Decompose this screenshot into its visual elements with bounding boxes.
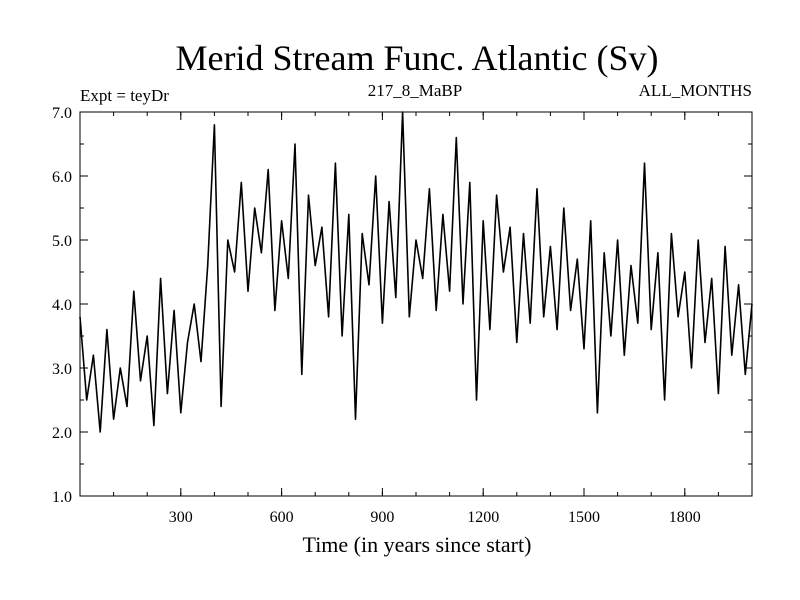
y-tick-label: 2.0 [52,425,72,442]
x-tick-label: 1500 [568,509,600,526]
y-tick-label: 5.0 [52,233,72,250]
x-axis: 300 600 900 1200 1500 1800 [113,112,719,526]
x-axis-label: Time (in years since start) [303,532,532,557]
chart-title: Merid Stream Func. Atlantic (Sv) [176,38,659,78]
dataset-label: 217_8_MaBP [368,81,462,100]
y-tick-label: 1.0 [52,489,72,506]
x-tick-label: 600 [270,509,294,526]
series-line [79,111,753,433]
months-label: ALL_MONTHS [639,81,752,100]
y-axis: 1.0 2.0 3.0 4.0 5.0 6.0 7.0 [52,105,752,506]
x-tick-label: 1800 [669,509,701,526]
x-tick-label: 900 [370,509,394,526]
y-tick-label: 4.0 [52,297,72,314]
plot-frame [79,111,753,497]
series-layer [79,111,753,433]
x-tick-label: 300 [169,509,193,526]
y-tick-label: 3.0 [52,361,72,378]
x-tick-label: 1200 [467,509,499,526]
y-tick-label: 7.0 [52,105,72,122]
experiment-label: Expt = teyDr [80,86,169,105]
y-tick-label: 6.0 [52,169,72,186]
